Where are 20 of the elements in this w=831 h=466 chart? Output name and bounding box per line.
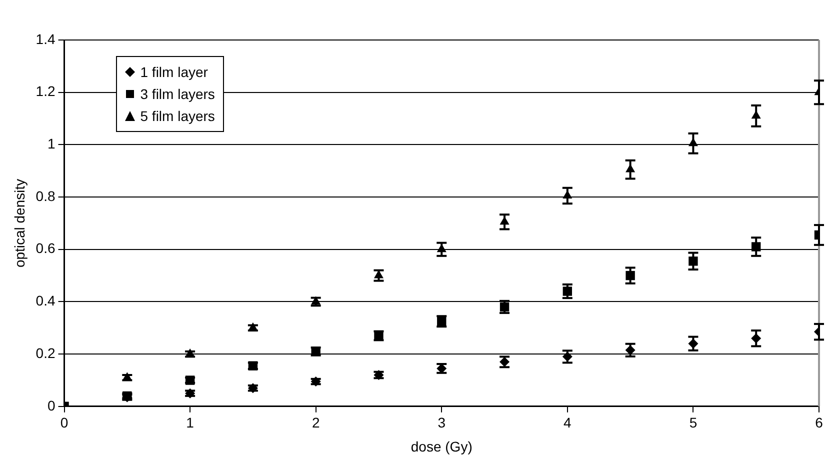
y-tick-label: 0.2 — [36, 344, 56, 361]
y-tick-label: 1.2 — [36, 83, 56, 100]
x-tick-label: 1 — [186, 414, 194, 431]
x-tick-label: 5 — [689, 414, 698, 431]
legend-label: 5 film layers — [140, 108, 215, 124]
y-tick-label: 1.4 — [36, 30, 56, 47]
y-tick-label: 0.8 — [36, 188, 56, 204]
x-tick-label: 4 — [564, 414, 572, 431]
x-axis-title: dose (Gy) — [410, 438, 472, 454]
x-tick-label: 3 — [438, 414, 446, 431]
y-tick-label: 0 — [47, 397, 56, 414]
x-tick-label: 0 — [60, 414, 68, 431]
y-tick-label: 0.6 — [36, 240, 56, 256]
x-tick-label: 6 — [815, 414, 824, 431]
x-tick-label: 2 — [312, 414, 320, 431]
y-axis-title: optical density — [11, 178, 28, 268]
y-tick-label: 1 — [47, 136, 56, 152]
legend-label: 1 film layer — [140, 64, 208, 80]
y-tick-label: 0.4 — [36, 292, 56, 309]
legend-label: 3 film layers — [140, 86, 215, 102]
